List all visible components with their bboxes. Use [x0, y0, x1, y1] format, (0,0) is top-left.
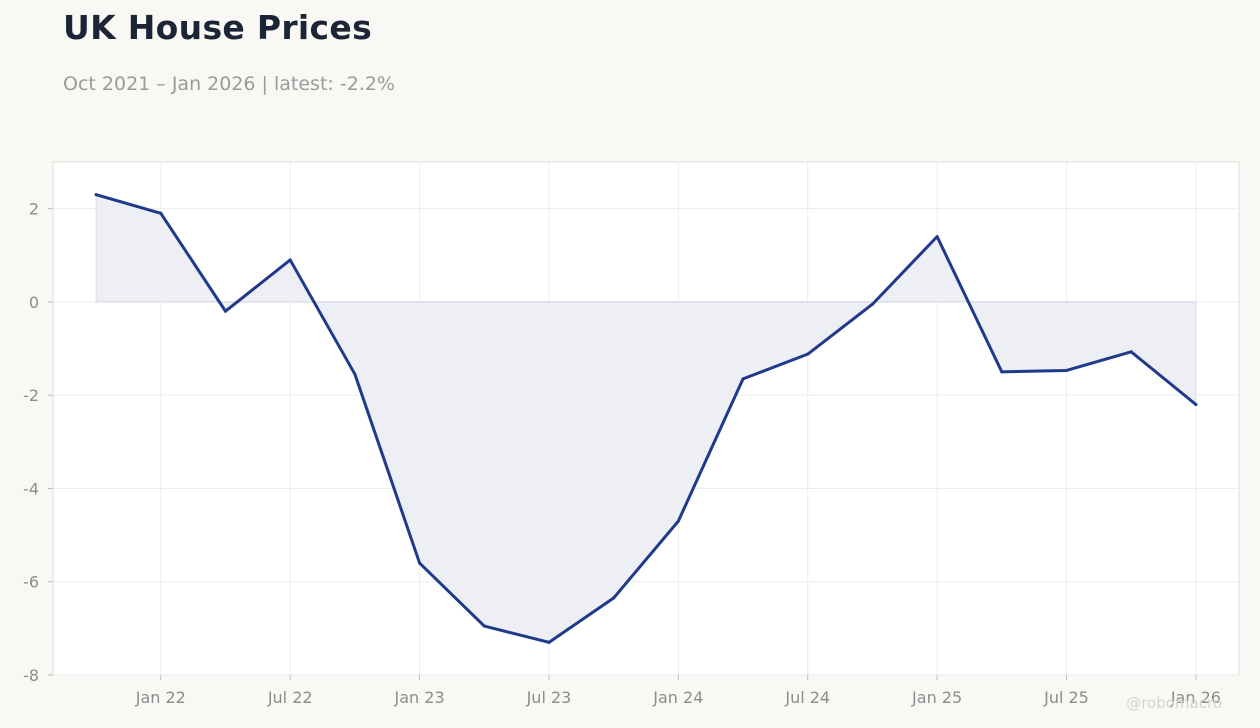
data-point [224, 309, 228, 313]
x-tick-label: Jan 23 [394, 688, 445, 707]
data-point [547, 640, 551, 644]
data-point [418, 561, 422, 565]
data-point [1129, 350, 1133, 354]
y-tick-label: -8 [23, 666, 39, 685]
data-point [353, 372, 357, 376]
x-tick-label: Jul 25 [1043, 688, 1089, 707]
data-point [1194, 403, 1198, 407]
x-tick-label: Jan 25 [911, 688, 962, 707]
x-tick-label: Jan 22 [135, 688, 186, 707]
y-tick-label: 0 [29, 293, 39, 312]
data-point [935, 235, 939, 239]
data-point [870, 302, 874, 306]
data-point [1064, 368, 1068, 372]
x-tick-label: Jul 23 [526, 688, 572, 707]
watermark: @robomacro [1126, 694, 1222, 712]
x-tick-label: Jan 26 [1170, 688, 1221, 707]
data-point [612, 596, 616, 600]
data-point [741, 377, 745, 381]
data-point [94, 193, 98, 197]
y-tick-label: -4 [23, 479, 39, 498]
y-tick-label: 2 [29, 200, 39, 219]
y-tick-label: -2 [23, 386, 39, 405]
data-point [482, 624, 486, 628]
x-tick-label: Jan 24 [652, 688, 703, 707]
chart-subtitle: Oct 2021 – Jan 2026 | latest: -2.2% [63, 73, 395, 95]
y-tick-label: -6 [23, 573, 39, 592]
x-tick-label: Jul 22 [267, 688, 313, 707]
series-line [94, 193, 1198, 644]
data-point [806, 352, 810, 356]
x-tick-label: Jul 24 [784, 688, 830, 707]
chart-title: UK House Prices [63, 8, 373, 47]
data-point [1000, 370, 1004, 374]
data-point [159, 211, 163, 215]
data-point [676, 519, 680, 523]
data-point [288, 258, 292, 262]
